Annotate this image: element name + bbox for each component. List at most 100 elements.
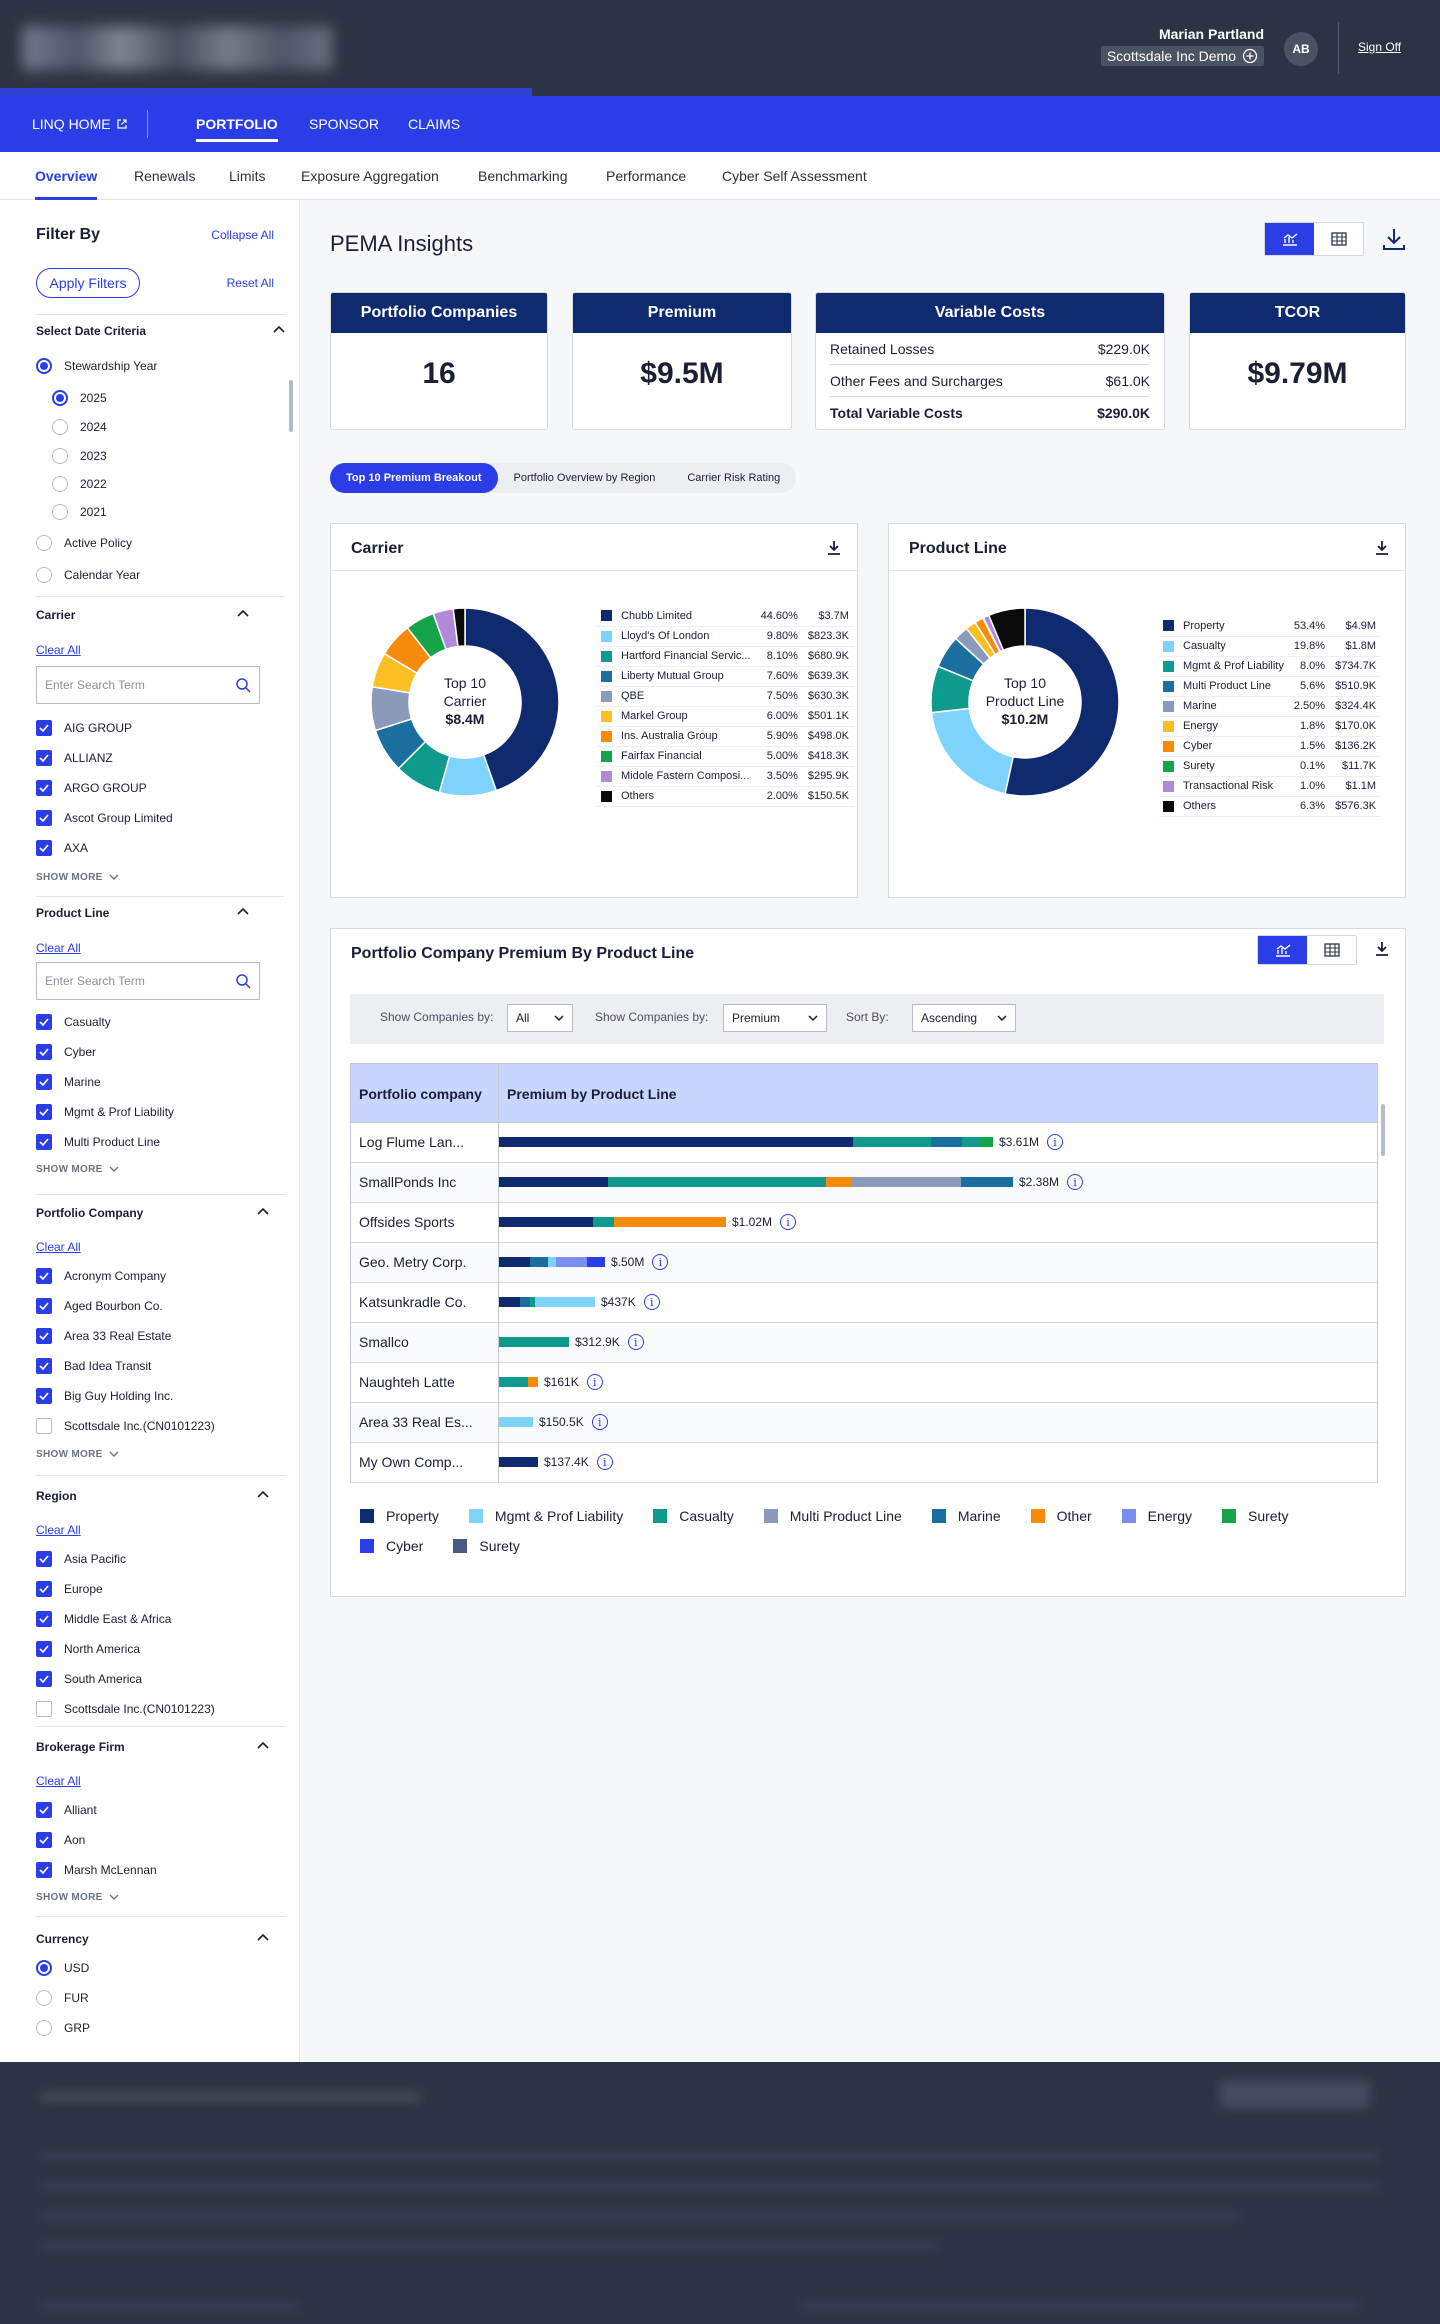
bar-segment[interactable] [499,1337,569,1347]
tab-overview[interactable]: Overview [35,152,98,200]
stacked-bar[interactable] [499,1177,1013,1187]
bar-segment[interactable] [530,1297,535,1307]
bar-segment[interactable] [548,1257,556,1267]
table-row[interactable]: Geo. Metry Corp. $.50M i [351,1243,1377,1283]
legend-row[interactable]: Mgmt & Prof Liability 8.0% $734.7K [1159,656,1382,677]
checkbox[interactable] [36,750,52,766]
donut-slice-0[interactable] [1004,607,1120,797]
legend-item[interactable]: Mgmt & Prof Liability [468,1508,623,1524]
radio[interactable] [52,419,68,435]
tab-carrier-risk-rating[interactable]: Carrier Risk Rating [687,472,781,484]
checkbox[interactable] [36,1014,52,1030]
chart-view-button[interactable] [1265,223,1314,255]
radio[interactable] [36,1990,52,2006]
stacked-bar[interactable] [499,1457,538,1467]
bar-segment[interactable] [499,1137,853,1147]
checkbox[interactable] [36,1581,52,1597]
info-icon[interactable]: i [652,1254,669,1270]
chevron-up-icon[interactable] [236,606,250,620]
show-more-button[interactable]: SHOW MORE [36,872,119,883]
date-option-stewardship[interactable]: Stewardship Year [36,358,157,374]
legend-item[interactable]: Energy [1121,1508,1192,1524]
search-icon[interactable] [235,677,251,696]
stacked-bar[interactable] [499,1137,993,1147]
info-icon[interactable]: i [596,1454,613,1470]
legend-row[interactable]: Marine 2.50% $324.4K [1159,696,1382,717]
checkbox[interactable] [36,810,52,826]
show-companies-by-select[interactable]: Premium [723,1004,827,1032]
chart-view-button[interactable] [1258,936,1307,964]
bar-segment[interactable] [556,1257,587,1267]
product-checkbox[interactable]: Cyber [36,1044,96,1060]
stacked-bar[interactable] [499,1417,533,1427]
bar-segment[interactable] [961,1177,1013,1187]
checkbox[interactable] [36,1701,52,1717]
checkbox[interactable] [36,1802,52,1818]
legend-row[interactable]: Ins. Australia Group 5.90% $498.0K [597,726,854,747]
legend-row[interactable]: Liberty Mutual Group 7.60% $639.3K [597,666,854,687]
checkbox[interactable] [36,780,52,796]
apply-filters-button[interactable]: Apply Filters [36,268,140,298]
bar-segment[interactable] [535,1297,595,1307]
info-icon[interactable]: i [1047,1134,1064,1150]
avatar[interactable]: AB [1284,32,1318,66]
radio[interactable] [36,1960,52,1976]
bar-segment[interactable] [499,1297,520,1307]
table-row[interactable]: Naughteh Latte $161K i [351,1363,1377,1403]
radio[interactable] [52,476,68,492]
legend-row[interactable]: Property 53.4% $4.9M [1159,616,1382,637]
radio[interactable] [52,448,68,464]
tab-benchmarking[interactable]: Benchmarking [478,168,568,184]
carrier-checkbox[interactable]: AIG GROUP [36,720,132,736]
legend-row[interactable]: Markel Group 6.00% $501.1K [597,706,854,727]
legend-item[interactable]: Property [360,1508,439,1524]
bar-segment[interactable] [499,1257,530,1267]
company-checkbox[interactable]: Bad Idea Transit [36,1358,151,1374]
legend-item[interactable]: Cyber [360,1538,423,1554]
info-icon[interactable]: i [643,1294,660,1310]
checkbox[interactable] [36,720,52,736]
company-checkbox[interactable]: Area 33 Real Estate [36,1328,171,1344]
bar-segment[interactable] [499,1457,538,1467]
nav-claims[interactable]: CLAIMS [408,116,461,132]
checkbox[interactable] [36,1862,52,1878]
clear-all-link[interactable]: Clear All [36,941,81,955]
bar-segment[interactable] [499,1377,528,1387]
stacked-bar[interactable] [499,1337,569,1347]
legend-row[interactable]: Cyber 1.5% $136.2K [1159,736,1382,757]
radio[interactable] [52,504,68,520]
radio[interactable] [36,358,52,374]
product-search-input[interactable]: Enter Search Term [36,962,260,1000]
show-more-button[interactable]: SHOW MORE [36,1892,119,1903]
bar-segment[interactable] [853,1137,931,1147]
bar-segment[interactable] [499,1417,533,1427]
checkbox[interactable] [36,1044,52,1060]
info-icon[interactable]: i [1067,1174,1084,1190]
search-icon[interactable] [235,973,251,992]
region-checkbox[interactable]: South America [36,1671,142,1687]
company-checkbox[interactable]: Scottsdale Inc.(CN0101223) [36,1418,215,1434]
currency-option[interactable]: GRP [36,2020,90,2036]
checkbox[interactable] [36,1268,52,1284]
product-checkbox[interactable]: Casualty [36,1014,111,1030]
checkbox[interactable] [36,840,52,856]
table-row[interactable]: SmallPonds Inc $2.38M i [351,1163,1377,1203]
region-checkbox[interactable]: Scottsdale Inc.(CN0101223) [36,1701,215,1717]
region-checkbox[interactable]: Europe [36,1581,103,1597]
radio[interactable] [36,567,52,583]
tab-renewals[interactable]: Renewals [134,168,196,184]
table-row[interactable]: Log Flume Lan... $3.61M i [351,1123,1377,1163]
checkbox[interactable] [36,1418,52,1434]
bar-segment[interactable] [826,1177,852,1187]
nav-sponsor[interactable]: SPONSOR [309,116,380,132]
info-icon[interactable]: i [627,1334,644,1350]
chevron-up-icon[interactable] [256,1204,270,1218]
bar-segment[interactable] [931,1137,962,1147]
company-checkbox[interactable]: Big Guy Holding Inc. [36,1388,173,1404]
product-checkbox[interactable]: Mgmt & Prof Liability [36,1104,174,1120]
show-companies-select[interactable]: All [507,1004,573,1032]
date-option-calendar-year[interactable]: Calendar Year [36,567,140,583]
bar-segment[interactable] [608,1177,826,1187]
company-checkbox[interactable]: Acronym Company [36,1268,166,1284]
info-icon[interactable]: i [591,1414,608,1430]
